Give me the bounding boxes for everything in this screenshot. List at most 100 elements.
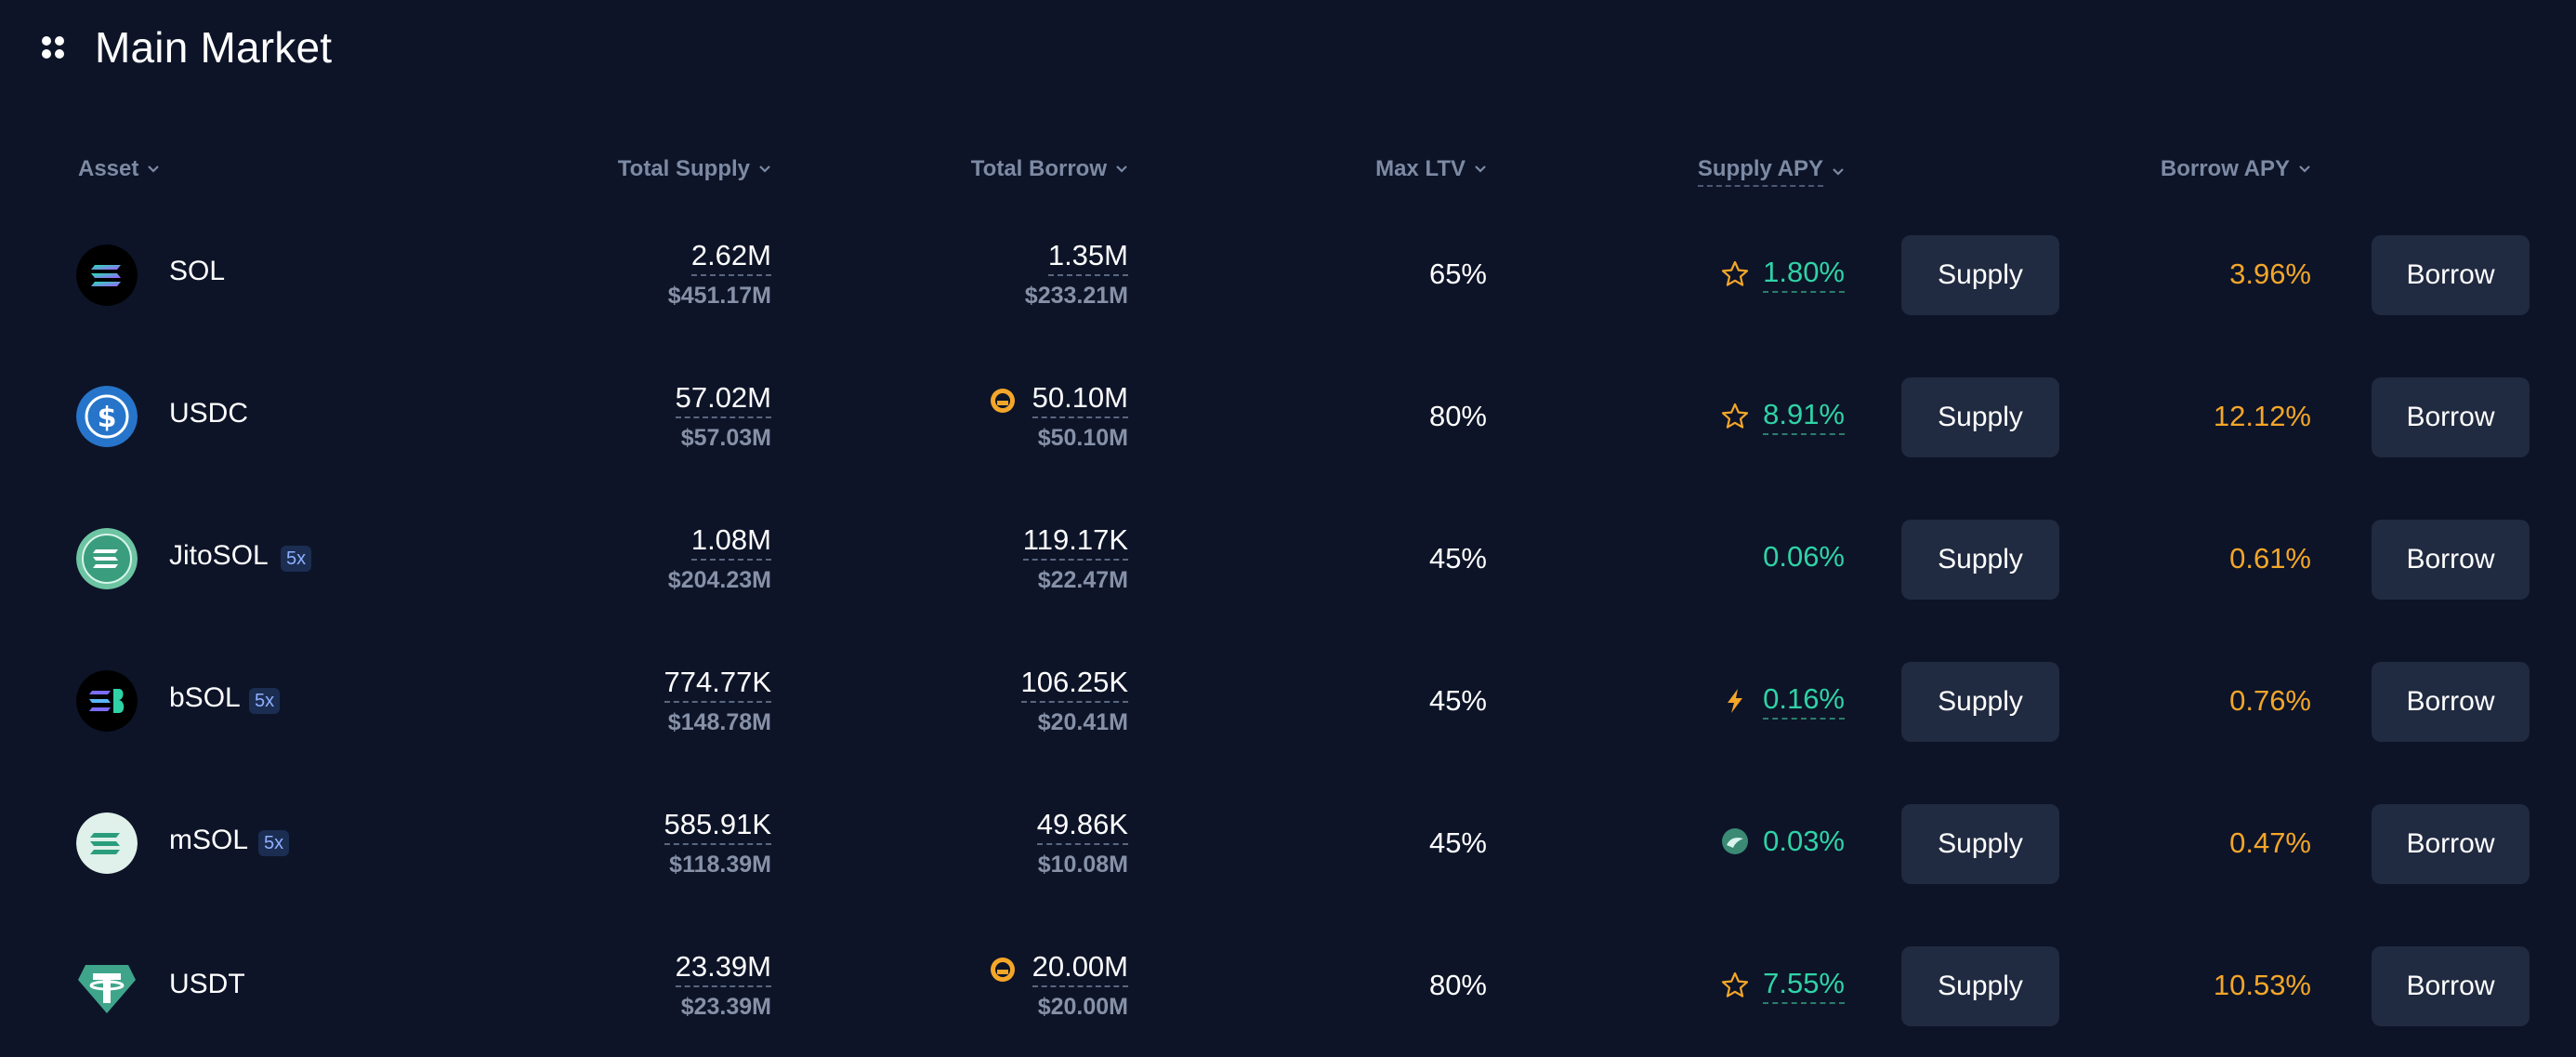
chevron-down-icon bbox=[1833, 167, 1844, 176]
total-borrow-usd: $20.00M bbox=[1037, 994, 1128, 1020]
lightning-icon bbox=[1728, 689, 1743, 713]
borrow-apy: 10.53% bbox=[2213, 969, 2311, 1001]
max-ltv: 45% bbox=[1428, 542, 1487, 575]
borrow-button[interactable]: Borrow bbox=[2372, 662, 2530, 742]
msol-icon bbox=[76, 813, 138, 874]
total-borrow-amount: 50.10M bbox=[1032, 381, 1128, 418]
total-borrow-amount: 1.35M bbox=[1047, 239, 1128, 276]
total-supply-amount: 585.91K bbox=[664, 808, 771, 845]
supply-button[interactable]: Supply bbox=[1901, 520, 2059, 600]
market-header: Main Market bbox=[41, 19, 332, 76]
column-header-borrow-apy[interactable]: Borrow APY bbox=[2161, 156, 2311, 182]
total-borrow-usd: $20.41M bbox=[1037, 709, 1128, 735]
table-row[interactable]: JitoSOL 5x 1.08M $204.23M 119.17K $22.47… bbox=[0, 488, 2576, 630]
borrow-button[interactable]: Borrow bbox=[2372, 235, 2530, 315]
chevron-down-icon bbox=[2299, 165, 2310, 173]
supply-apy: 1.80% bbox=[1720, 256, 1845, 293]
max-ltv: 80% bbox=[1428, 969, 1487, 1001]
total-supply-amount: 1.08M bbox=[690, 523, 771, 561]
column-header-total-borrow[interactable]: Total Borrow bbox=[971, 156, 1128, 182]
max-ltv: 80% bbox=[1428, 400, 1487, 432]
usdt-icon bbox=[78, 965, 136, 1013]
total-supply: 57.02M $57.03M bbox=[675, 381, 771, 452]
star-icon bbox=[1721, 260, 1749, 286]
jitosol-icon bbox=[76, 528, 138, 589]
leverage-badge: 5x bbox=[258, 830, 290, 856]
total-supply-amount: 2.62M bbox=[690, 239, 771, 276]
total-supply-amount: 774.77K bbox=[664, 666, 771, 703]
borrow-apy: 3.96% bbox=[2229, 258, 2311, 290]
supply-button[interactable]: Supply bbox=[1901, 804, 2059, 884]
column-header-max-ltv[interactable]: Max LTV bbox=[1375, 156, 1487, 182]
total-borrow: 119.17K $22.47M bbox=[1022, 523, 1128, 594]
total-supply-usd: $57.03M bbox=[680, 425, 771, 451]
total-supply-amount: 23.39M bbox=[675, 950, 771, 987]
total-borrow: 106.25K $20.41M bbox=[1020, 666, 1128, 736]
marinade-icon bbox=[1722, 828, 1749, 854]
cap-warning-icon bbox=[990, 388, 1015, 413]
total-supply-usd: $148.78M bbox=[667, 709, 771, 735]
asset-name: bSOL bbox=[169, 682, 241, 713]
supply-apy: 8.91% bbox=[1720, 398, 1845, 435]
chevron-down-icon bbox=[1116, 165, 1127, 173]
supply-button[interactable]: Supply bbox=[1901, 377, 2059, 457]
total-borrow: 1.35M $233.21M bbox=[1025, 239, 1128, 310]
column-header-supply-apy[interactable]: Supply APY bbox=[1697, 156, 1845, 187]
total-borrow-amount: 106.25K bbox=[1020, 666, 1128, 703]
asset-name: USDT bbox=[169, 969, 245, 999]
borrow-button[interactable]: Borrow bbox=[2372, 946, 2530, 1026]
total-borrow-usd: $233.21M bbox=[1024, 283, 1128, 309]
total-borrow-amount: 20.00M bbox=[1032, 950, 1128, 987]
total-supply: 1.08M $204.23M bbox=[668, 523, 771, 594]
page-title: Main Market bbox=[95, 23, 333, 72]
borrow-apy: 12.12% bbox=[2213, 400, 2311, 432]
supply-button[interactable]: Supply bbox=[1901, 662, 2059, 742]
star-icon bbox=[1721, 403, 1749, 429]
max-ltv: 45% bbox=[1428, 684, 1487, 717]
asset-name: USDC bbox=[169, 398, 249, 429]
total-borrow-usd: $10.08M bbox=[1037, 852, 1128, 878]
svg-text:$: $ bbox=[98, 402, 117, 434]
borrow-button[interactable]: Borrow bbox=[2372, 520, 2530, 600]
asset-name: mSOL bbox=[169, 825, 249, 855]
total-borrow: 20.00M $20.00M bbox=[990, 950, 1128, 1021]
total-borrow: 49.86K $10.08M bbox=[1036, 808, 1128, 879]
total-borrow-usd: $22.47M bbox=[1037, 567, 1128, 593]
leverage-badge: 5x bbox=[281, 546, 312, 572]
column-header-asset[interactable]: Asset bbox=[78, 156, 160, 182]
borrow-button[interactable]: Borrow bbox=[2372, 377, 2530, 457]
table-header: Asset Total Supply Total Borrow Max LTV … bbox=[0, 156, 2576, 187]
total-supply-usd: $23.39M bbox=[680, 994, 771, 1020]
star-icon bbox=[1721, 971, 1749, 998]
chevron-down-icon bbox=[1475, 165, 1486, 173]
chevron-down-icon bbox=[148, 165, 160, 173]
supply-button[interactable]: Supply bbox=[1901, 946, 2059, 1026]
table-row[interactable]: bSOL 5x 774.77K $148.78M 106.25K $20.41M… bbox=[0, 630, 2576, 773]
supply-apy: 0.03% bbox=[1720, 825, 1845, 858]
max-ltv: 65% bbox=[1428, 258, 1487, 290]
total-supply-usd: $118.39M bbox=[669, 852, 771, 878]
supply-apy: 0.06% bbox=[1763, 540, 1845, 573]
total-borrow-amount: 49.86K bbox=[1036, 808, 1128, 845]
supply-button[interactable]: Supply bbox=[1901, 235, 2059, 315]
cap-warning-icon bbox=[990, 957, 1015, 982]
total-borrow-amount: 119.17K bbox=[1022, 523, 1128, 561]
total-supply-usd: $451.17M bbox=[667, 283, 771, 309]
total-supply: 774.77K $148.78M bbox=[664, 666, 771, 736]
total-supply: 23.39M $23.39M bbox=[675, 950, 771, 1021]
chevron-down-icon bbox=[759, 165, 770, 173]
table-row[interactable]: USDT 23.39M $23.39M 20.00M $20.00M 80% 7… bbox=[0, 915, 2576, 1057]
borrow-apy: 0.76% bbox=[2229, 684, 2311, 717]
asset-name: SOL bbox=[169, 256, 226, 286]
table-row[interactable]: $ USDC 57.02M $57.03M 50.10M $50.10M 80%… bbox=[0, 346, 2576, 488]
total-supply-usd: $204.23M bbox=[667, 567, 771, 593]
supply-apy: 0.16% bbox=[1720, 682, 1845, 720]
table-row[interactable]: mSOL 5x 585.91K $118.39M 49.86K $10.08M … bbox=[0, 773, 2576, 915]
table-row[interactable]: SOL 2.62M $451.17M 1.35M $233.21M 65% 1.… bbox=[0, 204, 2576, 346]
asset-name: JitoSOL bbox=[169, 540, 269, 571]
column-header-total-supply[interactable]: Total Supply bbox=[618, 156, 771, 182]
total-supply-amount: 57.02M bbox=[675, 381, 771, 418]
borrow-button[interactable]: Borrow bbox=[2372, 804, 2530, 884]
grid-dots-icon[interactable] bbox=[41, 35, 65, 59]
leverage-badge: 5x bbox=[249, 688, 281, 714]
